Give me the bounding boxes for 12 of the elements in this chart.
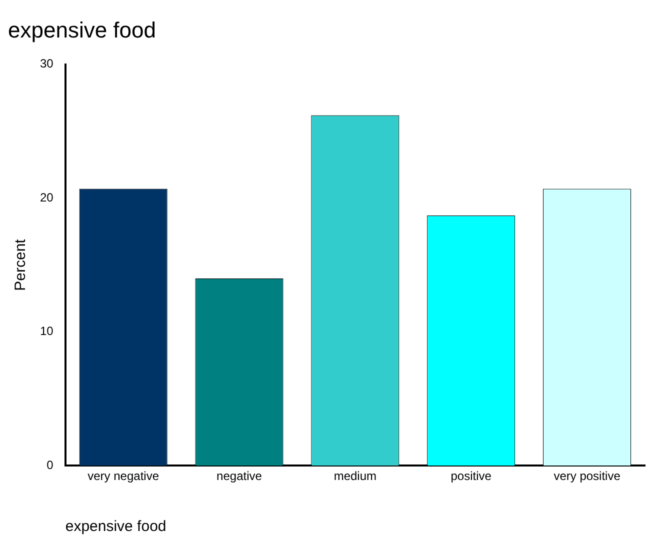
x-tick-label: medium bbox=[334, 469, 377, 484]
y-axis-title: Percent bbox=[12, 238, 30, 291]
x-tick-label: negative bbox=[216, 469, 262, 484]
x-tick-label: positive bbox=[450, 469, 492, 484]
chart-title: expensive food bbox=[8, 17, 156, 42]
y-tick-label: 30 bbox=[40, 56, 54, 71]
x-axis-title: expensive food bbox=[65, 518, 166, 536]
y-tick-label: 20 bbox=[40, 190, 54, 204]
x-tick-label: very positive bbox=[554, 469, 621, 484]
y-tick-label: 10 bbox=[40, 324, 54, 338]
x-tick-label: very negative bbox=[88, 469, 160, 484]
y-tick-label: 0 bbox=[46, 458, 54, 472]
